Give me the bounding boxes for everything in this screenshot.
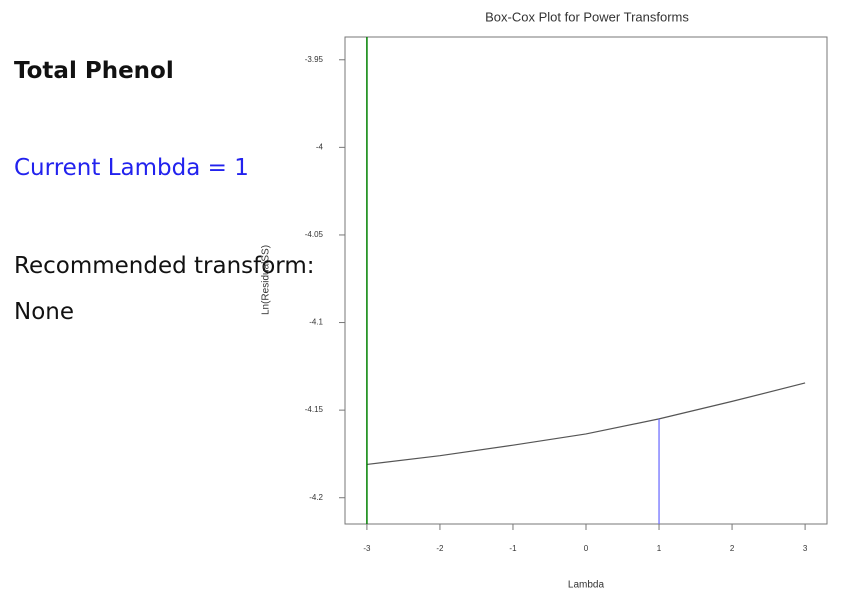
y-tick-label: -4 bbox=[316, 142, 324, 151]
curve bbox=[366, 382, 806, 466]
recommended-label: Recommended transform: bbox=[14, 253, 315, 279]
y-tick-label: -4.15 bbox=[305, 405, 324, 414]
y-tick-label: -3.95 bbox=[305, 55, 324, 64]
recommended-transform: None bbox=[14, 299, 75, 325]
x-tick-label: 0 bbox=[584, 544, 589, 553]
x-tick-label: 2 bbox=[730, 544, 735, 553]
x-tick-label: 3 bbox=[803, 544, 808, 553]
current-lambda: Current Lambda = 1 bbox=[14, 155, 249, 181]
chart-title: Box-Cox Plot for Power Transforms bbox=[485, 9, 689, 24]
y-tick-label: -4.2 bbox=[309, 493, 323, 502]
x-tick-label: -3 bbox=[363, 544, 371, 553]
x-tick-label: 1 bbox=[657, 544, 662, 553]
y-tick-label: -4.05 bbox=[305, 230, 324, 239]
y-tick-label: -4.1 bbox=[309, 318, 323, 327]
x-tick-label: -1 bbox=[509, 544, 517, 553]
x-axis-label: Lambda bbox=[568, 580, 605, 591]
x-tick-label: -2 bbox=[436, 544, 444, 553]
y-axis-label: Ln(ResidualSS) bbox=[261, 245, 272, 315]
response-name: Total Phenol bbox=[14, 58, 174, 84]
plot-frame bbox=[344, 36, 828, 525]
